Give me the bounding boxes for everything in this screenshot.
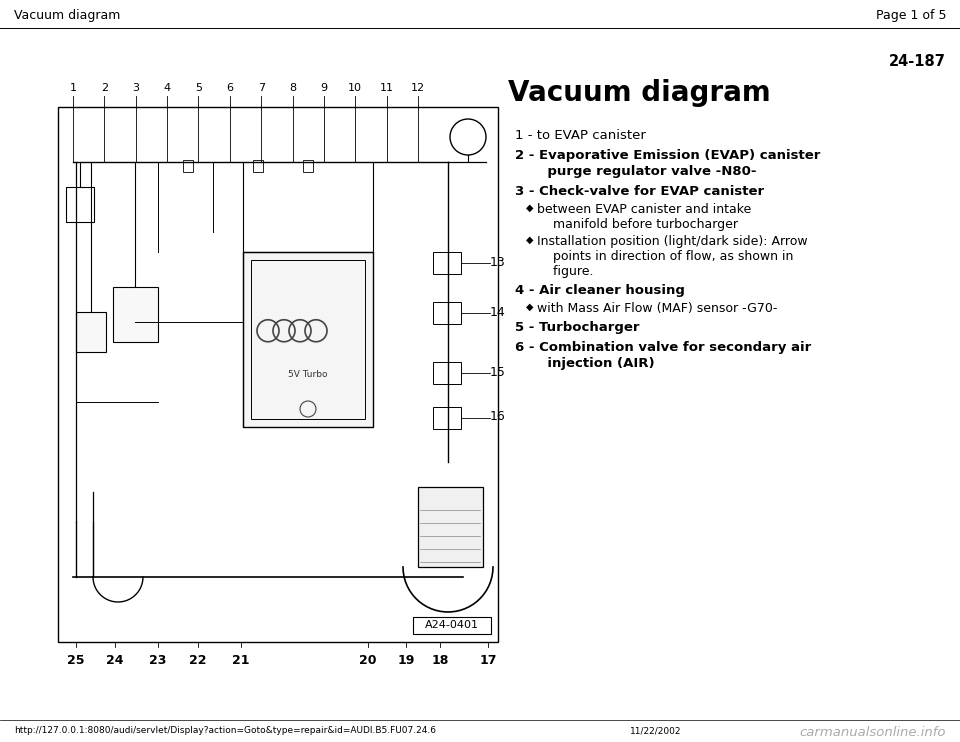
Text: 9: 9 [321, 83, 327, 93]
Bar [303, 160, 313, 172]
Text: 7: 7 [257, 83, 265, 93]
Bar [76, 312, 106, 352]
Text: points in direction of flow, as shown in: points in direction of flow, as shown in [537, 250, 793, 263]
Text: 11: 11 [379, 83, 394, 93]
Bar [243, 252, 373, 427]
Text: 12: 12 [411, 83, 425, 93]
Text: A24-0401: A24-0401 [425, 620, 479, 631]
Text: ◆: ◆ [525, 203, 533, 213]
Text: 1 - to EVAP canister: 1 - to EVAP canister [515, 129, 646, 142]
Bar [183, 160, 193, 172]
Text: carmanualsonline.info: carmanualsonline.info [800, 726, 946, 739]
Text: 25: 25 [67, 654, 84, 667]
Bar [418, 487, 483, 567]
Text: 17: 17 [479, 654, 496, 667]
Text: figure.: figure. [537, 265, 593, 278]
Bar [66, 187, 94, 222]
Text: 23: 23 [150, 654, 167, 667]
Text: 6: 6 [227, 83, 233, 93]
Text: 4: 4 [163, 83, 171, 93]
Text: 20: 20 [359, 654, 376, 667]
Text: ◆: ◆ [525, 302, 533, 312]
Text: 19: 19 [397, 654, 415, 667]
Text: 21: 21 [232, 654, 250, 667]
Text: with Mass Air Flow (MAF) sensor -G70-: with Mass Air Flow (MAF) sensor -G70- [537, 302, 778, 315]
Text: 15: 15 [490, 366, 506, 378]
Text: Vacuum diagram: Vacuum diagram [14, 10, 120, 22]
Text: 8: 8 [289, 83, 296, 93]
Text: 14: 14 [490, 306, 506, 318]
Text: 2 - Evaporative Emission (EVAP) canister: 2 - Evaporative Emission (EVAP) canister [515, 149, 821, 162]
Text: 18: 18 [431, 654, 448, 667]
Text: 22: 22 [189, 654, 206, 667]
Bar [413, 617, 491, 634]
Text: 24-187: 24-187 [889, 54, 946, 70]
Bar [433, 302, 461, 324]
Text: ◆: ◆ [525, 235, 533, 245]
Circle shape [450, 119, 486, 155]
Text: 5: 5 [195, 83, 202, 93]
Bar [433, 252, 461, 274]
Text: Page 1 of 5: Page 1 of 5 [876, 10, 946, 22]
Text: 3 - Check-valve for EVAP canister: 3 - Check-valve for EVAP canister [515, 185, 764, 198]
Text: 6 - Combination valve for secondary air: 6 - Combination valve for secondary air [515, 341, 811, 354]
Text: purge regulator valve -N80-: purge regulator valve -N80- [515, 165, 756, 178]
Bar [113, 287, 158, 342]
Text: 13: 13 [490, 255, 506, 269]
Text: 10: 10 [348, 83, 362, 93]
Text: Installation position (light/dark side): Arrow: Installation position (light/dark side):… [537, 235, 807, 248]
Text: between EVAP canister and intake: between EVAP canister and intake [537, 203, 752, 216]
Bar [433, 362, 461, 384]
Text: manifold before turbocharger: manifold before turbocharger [537, 218, 738, 231]
Text: injection (AIR): injection (AIR) [515, 357, 655, 370]
Text: 24: 24 [107, 654, 124, 667]
Text: 4 - Air cleaner housing: 4 - Air cleaner housing [515, 284, 684, 297]
Text: 11/22/2002: 11/22/2002 [630, 726, 682, 735]
Text: 1: 1 [69, 83, 77, 93]
Text: 16: 16 [490, 410, 506, 424]
Bar [58, 107, 498, 642]
Text: 3: 3 [132, 83, 139, 93]
Text: http://127.0.0.1:8080/audi/servlet/Display?action=Goto&type=repair&id=AUDI.B5.FU: http://127.0.0.1:8080/audi/servlet/Displ… [14, 726, 436, 735]
Text: 5V Turbo: 5V Turbo [288, 370, 327, 379]
Bar [433, 407, 461, 429]
Bar [251, 260, 365, 419]
Bar [253, 160, 263, 172]
Text: 2: 2 [101, 83, 108, 93]
Text: Vacuum diagram: Vacuum diagram [508, 79, 771, 107]
Text: 5 - Turbocharger: 5 - Turbocharger [515, 321, 639, 334]
